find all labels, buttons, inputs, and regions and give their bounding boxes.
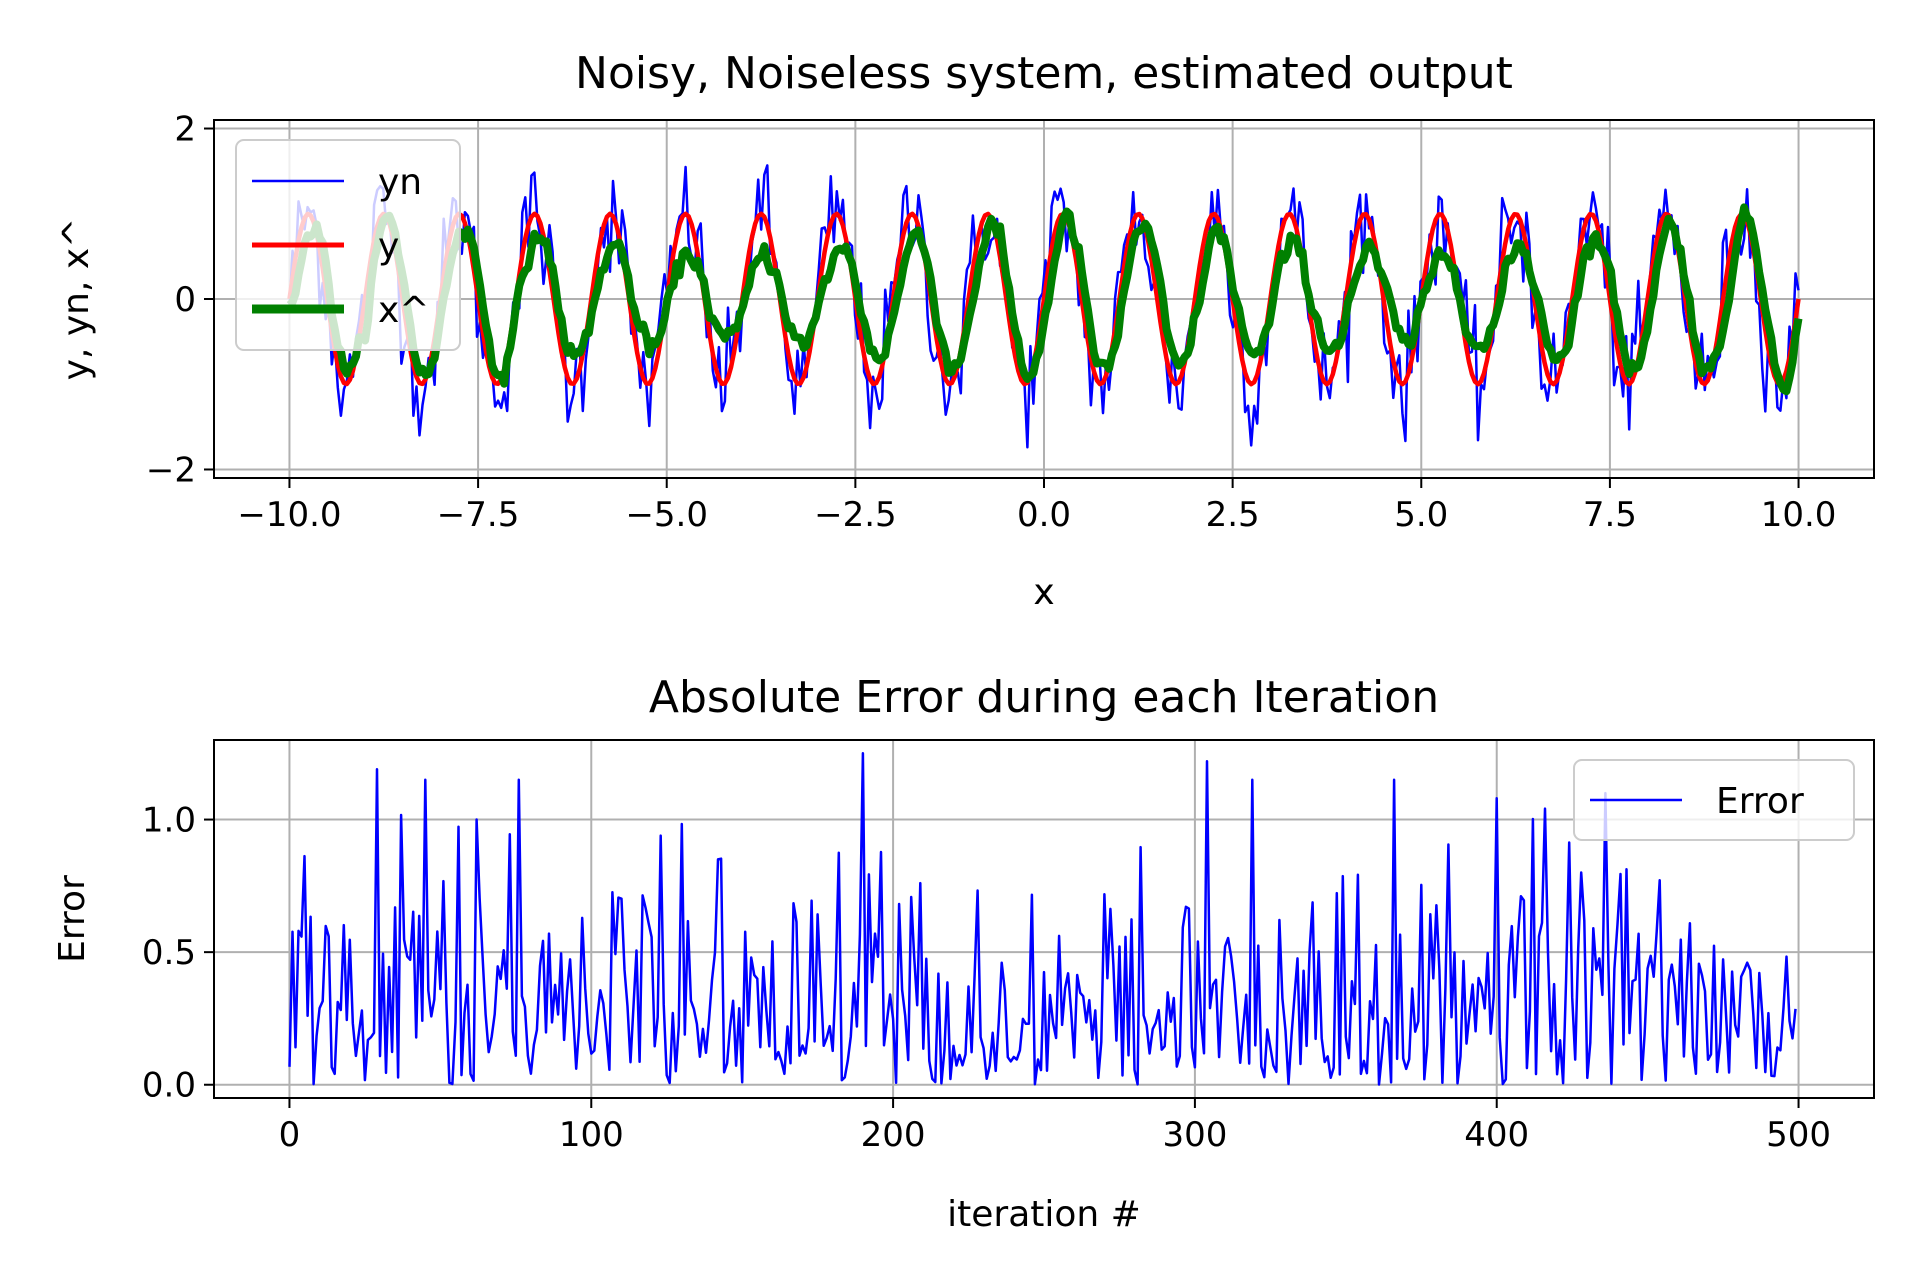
bottom-x-tick-label: 0 — [279, 1115, 301, 1155]
top-x-tick-label: −7.5 — [437, 495, 520, 535]
bottom-axes-frame — [213, 739, 1875, 1099]
bottom-y-tick-label: 0.0 — [142, 1066, 196, 1106]
legend-label-xhat: x^ — [378, 290, 429, 331]
legend-label-y: y — [378, 226, 399, 267]
bottom-x-tick-label: 200 — [861, 1115, 926, 1155]
bottom-legend-box — [1573, 759, 1855, 841]
bottom-legend: Error — [1573, 759, 1855, 841]
series-line-error — [288, 752, 1797, 1086]
top-x-tick-label: −5.0 — [625, 495, 708, 535]
top-y-axis-label: y, yn, x^ — [56, 218, 97, 381]
top-x-tick-label: 7.5 — [1583, 495, 1637, 535]
bottom-x-tick-label: 500 — [1766, 1115, 1831, 1155]
top-x-tick-label: 10.0 — [1761, 495, 1837, 535]
bottom-subplot: Absolute Error during each Iteration 0 10… — [52, 672, 1875, 1235]
bottom-series — [288, 752, 1797, 1086]
top-ticks: −10.0 −7.5 −5.0 −2.5 0.0 2.5 5.0 7.5 10.0 −2 0 2 — [146, 110, 1837, 535]
top-x-tick-label: 0.0 — [1017, 495, 1071, 535]
top-y-tick-label: −2 — [146, 450, 196, 490]
bottom-y-tick-label: 1.0 — [142, 801, 196, 841]
top-x-tick-label: −10.0 — [237, 495, 341, 535]
bottom-y-tick-label: 0.5 — [142, 933, 196, 973]
top-series — [286, 164, 1803, 449]
bottom-x-tick-label: 400 — [1464, 1115, 1529, 1155]
top-x-tick-label: 5.0 — [1394, 495, 1448, 535]
bottom-x-tick-label: 100 — [559, 1115, 624, 1155]
bottom-x-axis-label: iteration # — [947, 1194, 1141, 1235]
top-x-tick-label: 2.5 — [1206, 495, 1260, 535]
top-chart-title: Noisy, Noiseless system, estimated outpu… — [575, 48, 1513, 99]
top-legend: yn y x^ — [235, 139, 461, 351]
legend-label-error: Error — [1716, 781, 1804, 822]
top-subplot: Noisy, Noiseless system, estimated outpu… — [56, 48, 1875, 613]
top-x-axis-label: x — [1033, 572, 1054, 613]
series-line-yn — [288, 164, 1800, 449]
top-y-tick-label: 0 — [174, 280, 196, 320]
top-x-tick-label: −2.5 — [814, 495, 897, 535]
bottom-y-axis-label: Error — [52, 875, 93, 963]
top-y-tick-label: 2 — [174, 110, 196, 150]
bottom-chart-title: Absolute Error during each Iteration — [649, 672, 1439, 723]
bottom-x-tick-label: 300 — [1162, 1115, 1227, 1155]
legend-label-yn: yn — [378, 162, 422, 203]
series-line-y — [287, 211, 1801, 387]
bottom-ticks: 0 100 200 300 400 500 0.0 0.5 1.0 — [142, 801, 1831, 1155]
top-legend-box — [235, 139, 461, 351]
series-line-xhat — [286, 203, 1803, 396]
